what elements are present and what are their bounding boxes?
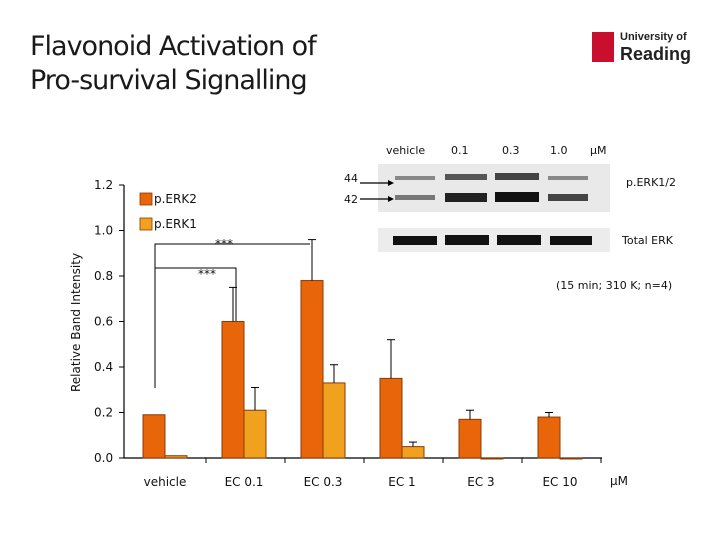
bar-perk2 xyxy=(537,416,561,459)
y-tick-label: 0.2 xyxy=(94,406,113,420)
slide-title-line2: Pro-survival Signalling xyxy=(30,65,308,96)
bar-perk1 xyxy=(164,455,188,459)
perk-blot-label: p.ERK1/2 xyxy=(626,176,676,189)
band-42-0-3 xyxy=(495,192,539,202)
significance-label-outer: *** xyxy=(215,237,233,251)
bar-perk2 xyxy=(379,377,403,459)
significance-bracket-outer xyxy=(154,243,310,388)
y-tick-label: 1.2 xyxy=(94,178,113,192)
crest-icon xyxy=(592,32,614,62)
bar-perk1 xyxy=(243,409,267,459)
blot-unit-label: μM xyxy=(590,144,607,157)
bar-perk2 xyxy=(300,280,324,459)
bar-chart: Relative Band Intensity μM p.ERK2 p.ERK1… xyxy=(69,178,628,489)
legend-label-perk2: p.ERK2 xyxy=(154,192,197,206)
logo-text-line1: University of xyxy=(620,31,687,43)
x-tick-label: EC 3 xyxy=(467,475,494,489)
bar-perk2 xyxy=(142,414,166,459)
kda-42-label: 42 xyxy=(344,193,358,206)
western-blot: vehicle 0.1 0.3 1.0 μM 44 42 p.ERK1/2 To… xyxy=(344,144,676,292)
logo-text-line2: Reading xyxy=(620,44,692,64)
bar-perk1 xyxy=(559,457,583,460)
legend-swatch-perk2 xyxy=(139,192,153,206)
university-logo: University of Reading xyxy=(592,30,692,68)
bar-perk2 xyxy=(458,418,482,459)
y-tick-label: 0.6 xyxy=(94,315,113,329)
x-tick-label: EC 10 xyxy=(542,475,577,489)
lane-label-0-3: 0.3 xyxy=(502,144,520,157)
slide-title: Flavonoid Activation of Pro-survival Sig… xyxy=(30,30,317,98)
total-band-vehicle xyxy=(393,236,437,245)
x-tick-label: vehicle xyxy=(144,475,187,489)
total-erk-label: Total ERK xyxy=(621,234,674,247)
lane-label-1-0: 1.0 xyxy=(550,144,568,157)
band-42-1-0 xyxy=(548,194,588,201)
total-band-1-0 xyxy=(550,236,592,245)
conditions-note: (15 min; 310 K; n=4) xyxy=(556,279,672,292)
x-tick-label: EC 0.3 xyxy=(304,475,343,489)
bar-perk1 xyxy=(480,457,504,460)
total-band-0-3 xyxy=(497,235,541,245)
band-42-vehicle xyxy=(395,195,435,200)
kda-44-label: 44 xyxy=(344,172,358,185)
y-tick-label: 1.0 xyxy=(94,224,113,238)
significance-label-inner: *** xyxy=(198,267,216,281)
band-44-1-0 xyxy=(548,176,588,180)
lane-label-vehicle: vehicle xyxy=(386,144,425,157)
bar-perk1 xyxy=(322,382,346,459)
band-44-0-1 xyxy=(445,174,487,180)
x-tick-label: EC 1 xyxy=(388,475,415,489)
band-44-vehicle xyxy=(395,176,435,180)
y-tick-label: 0.0 xyxy=(94,451,113,465)
lane-label-0-1: 0.1 xyxy=(451,144,469,157)
x-axis-unit: μM xyxy=(610,474,628,488)
kda-44-arrowhead xyxy=(388,180,394,186)
band-44-0-3 xyxy=(495,173,539,180)
y-tick-label: 0.4 xyxy=(94,360,113,374)
bar-perk2 xyxy=(221,321,245,459)
significance-bracket-inner xyxy=(155,267,237,322)
legend-label-perk1: p.ERK1 xyxy=(154,217,197,231)
kda-42-arrowhead xyxy=(388,196,394,202)
perk-blot-membrane xyxy=(378,164,610,212)
legend-swatch-perk1 xyxy=(139,217,153,231)
bar-perk1 xyxy=(401,446,425,459)
y-axis-label: Relative Band Intensity xyxy=(69,253,83,392)
x-tick-label: EC 0.1 xyxy=(225,475,264,489)
total-band-0-1 xyxy=(445,235,489,245)
band-42-0-1 xyxy=(445,193,487,202)
slide-title-line1: Flavonoid Activation of xyxy=(30,31,317,62)
y-tick-label: 0.8 xyxy=(94,269,113,283)
